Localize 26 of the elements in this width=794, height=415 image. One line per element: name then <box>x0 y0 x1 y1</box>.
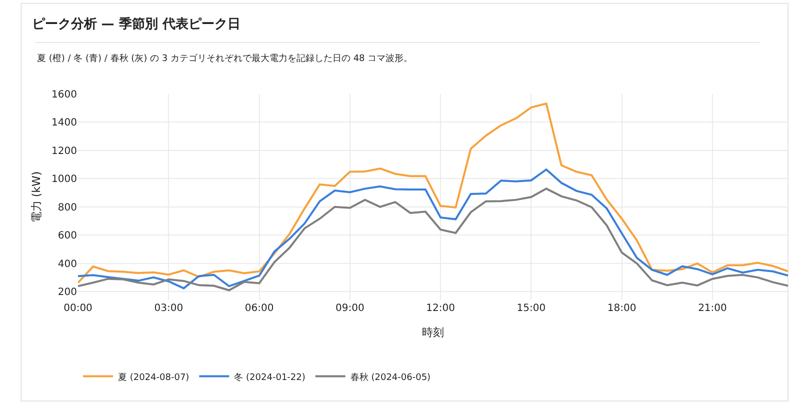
y-axis-title: 電力 (kW) <box>30 171 44 223</box>
x-tick-label: 03:00 <box>154 303 184 314</box>
chart-subtitle: 夏 (橙) / 冬 (青) / 春秋 (灰) の 3 カテゴリそれぞれで最大電力を記録した日の 48 コマ波形。 <box>37 53 413 64</box>
y-tick-label: 1600 <box>52 90 77 100</box>
x-tick-label: 09:00 <box>335 303 364 314</box>
legend-label: 夏 (2024-08-07) <box>118 372 190 383</box>
y-tick-label: 200 <box>58 287 77 298</box>
y-tick-label: 600 <box>58 230 77 242</box>
x-tick-label: 00:00 <box>64 303 92 314</box>
x-tick-label: 06:00 <box>244 303 274 314</box>
line-series <box>78 188 788 292</box>
y-tick-label: 1000 <box>52 174 77 186</box>
y-tick-label: 1400 <box>52 118 77 129</box>
x-tick-label: 18:00 <box>607 303 636 314</box>
y-tick-label: 400 <box>58 258 77 270</box>
x-tick-label: 21:00 <box>698 303 727 314</box>
chart-title: ピーク分析 — 季節別 代表ピーク日 <box>32 16 240 32</box>
line-series <box>78 168 788 290</box>
y-tick-label: 1200 <box>52 146 77 157</box>
line-series <box>78 102 788 284</box>
x-axis-title: 時刻 <box>422 326 444 340</box>
y-tick-label: 800 <box>58 202 77 214</box>
x-tick-label: 12:00 <box>426 303 455 314</box>
legend-label: 春秋 (2024-06-05) <box>350 372 431 383</box>
x-tick-label: 15:00 <box>516 303 546 314</box>
legend-label: 冬 (2024-01-22) <box>234 372 306 383</box>
